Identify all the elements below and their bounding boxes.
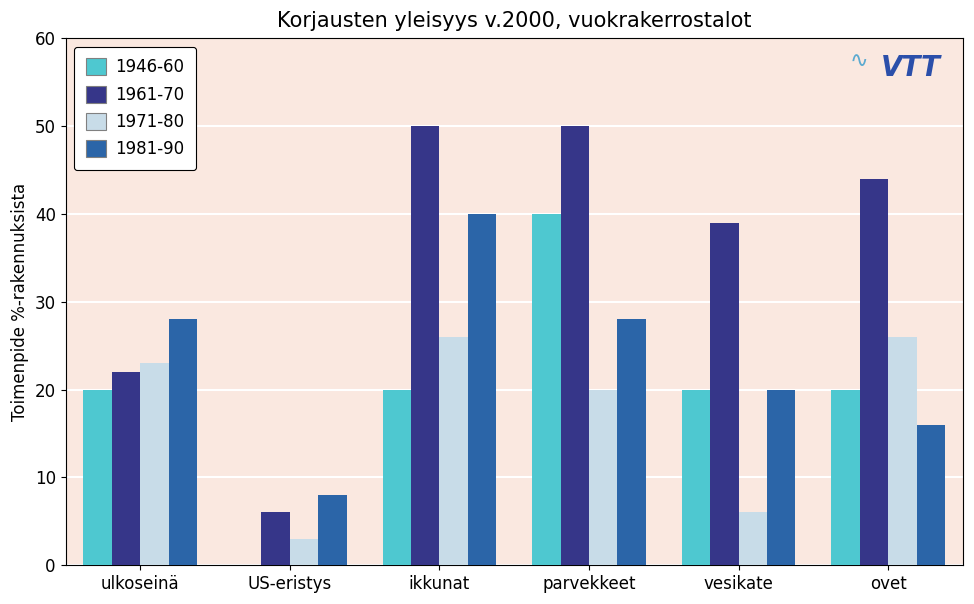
Bar xyxy=(439,337,468,565)
Bar xyxy=(831,390,860,565)
Bar xyxy=(318,495,347,565)
Bar xyxy=(561,126,589,565)
Bar xyxy=(738,512,767,565)
Bar xyxy=(112,372,140,565)
Bar xyxy=(532,214,561,565)
Bar xyxy=(860,179,888,565)
Bar xyxy=(888,337,917,565)
Bar xyxy=(411,126,439,565)
Bar xyxy=(589,390,618,565)
Text: ∿: ∿ xyxy=(850,51,869,71)
Bar xyxy=(140,363,169,565)
Bar xyxy=(261,512,290,565)
Bar xyxy=(767,390,796,565)
Bar xyxy=(618,320,646,565)
Bar xyxy=(169,320,197,565)
Bar xyxy=(682,390,710,565)
Bar xyxy=(383,390,411,565)
Bar xyxy=(468,214,497,565)
Text: VTT: VTT xyxy=(880,54,941,82)
Bar xyxy=(710,223,738,565)
Legend: 1946-60, 1961-70, 1971-80, 1981-90: 1946-60, 1961-70, 1971-80, 1981-90 xyxy=(74,47,197,170)
Y-axis label: Toimenpide %-rakennuksista: Toimenpide %-rakennuksista xyxy=(11,182,29,421)
Bar xyxy=(290,539,318,565)
Bar xyxy=(917,425,945,565)
Title: Korjausten yleisyys v.2000, vuokrakerrostalot: Korjausten yleisyys v.2000, vuokrakerros… xyxy=(277,11,752,31)
Bar xyxy=(84,390,112,565)
